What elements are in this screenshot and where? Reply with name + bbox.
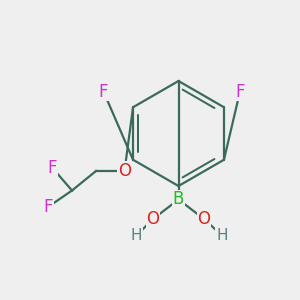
Text: F: F — [99, 82, 108, 100]
Text: O: O — [118, 162, 131, 180]
Text: F: F — [235, 82, 245, 100]
Text: F: F — [48, 159, 57, 177]
Text: O: O — [146, 210, 160, 228]
Text: H: H — [216, 228, 228, 243]
Text: H: H — [131, 228, 142, 243]
Text: O: O — [197, 210, 211, 228]
Text: F: F — [43, 198, 53, 216]
Text: B: B — [173, 190, 184, 208]
